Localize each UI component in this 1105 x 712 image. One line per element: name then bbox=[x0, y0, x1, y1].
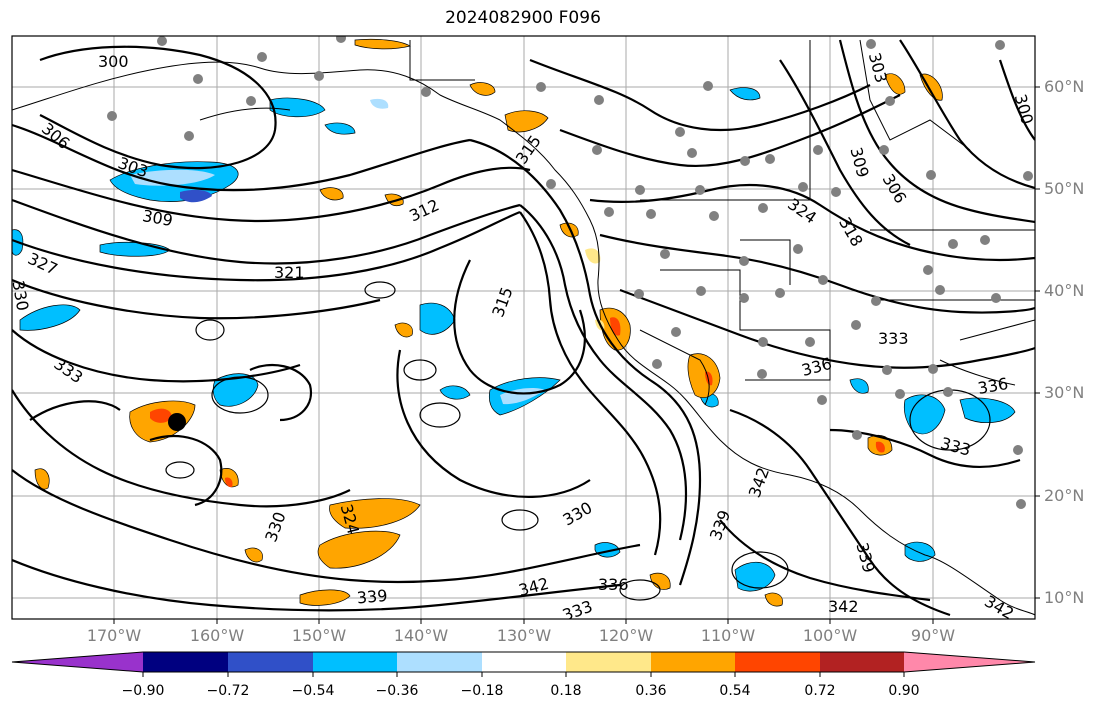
lon-label: 140°W bbox=[393, 626, 449, 645]
lon-label: 150°W bbox=[291, 626, 347, 645]
lon-label: 170°W bbox=[86, 626, 142, 645]
lat-label: 40°N bbox=[1044, 281, 1085, 300]
lat-label: 50°N bbox=[1044, 179, 1085, 198]
lon-label: 90°W bbox=[910, 626, 956, 645]
theta-contours bbox=[12, 39, 1035, 617]
axis-ticks bbox=[113, 86, 1040, 624]
colorbar-cell bbox=[820, 652, 904, 672]
lat-label: 20°N bbox=[1044, 486, 1085, 505]
colorbar-tick-label: −0.36 bbox=[375, 683, 419, 699]
colorbar-cell bbox=[143, 652, 228, 672]
colorbar-cell bbox=[566, 652, 651, 672]
colorbar-cell bbox=[228, 652, 313, 672]
colorbar-tick-label: 0.72 bbox=[804, 683, 836, 699]
contour-label: 339 bbox=[356, 586, 388, 608]
colorbar-tick-label: 0.54 bbox=[719, 683, 751, 699]
lat-label: 60°N bbox=[1044, 77, 1085, 96]
colorbar-cell bbox=[397, 652, 482, 672]
colorbar-tick-label: 0.36 bbox=[635, 683, 667, 699]
contour-label: 321 bbox=[274, 263, 305, 282]
strong-negative-core bbox=[180, 189, 212, 203]
lon-label: 120°W bbox=[598, 626, 654, 645]
station-dots bbox=[107, 36, 1033, 509]
colorbar-cell bbox=[651, 652, 735, 672]
contour-label: 333 bbox=[878, 329, 909, 348]
map-title: 2024082900 F096 bbox=[445, 8, 601, 28]
colorbar-cell bbox=[12, 652, 143, 672]
lon-label: 110°W bbox=[700, 626, 756, 645]
lat-label: 10°N bbox=[1044, 588, 1085, 607]
contour-label: 300 bbox=[98, 52, 129, 71]
colorbar-cell bbox=[313, 652, 397, 672]
location-marker bbox=[168, 413, 186, 431]
colorbar-tick-label: 0.90 bbox=[888, 683, 920, 699]
colorbar-tick-label: −0.54 bbox=[291, 683, 335, 699]
colorbar-cell bbox=[482, 652, 566, 672]
colorbar bbox=[11, 651, 1036, 677]
colorbar-tick-label: −0.90 bbox=[121, 683, 165, 699]
lat-label: 30°N bbox=[1044, 383, 1085, 402]
colorbar-cell bbox=[904, 652, 1035, 672]
colorbar-tick-label: −0.72 bbox=[206, 683, 250, 699]
contour-label: 330 bbox=[8, 279, 32, 312]
colorbar-tick-label: −0.18 bbox=[460, 683, 504, 699]
lon-label: 100°W bbox=[802, 626, 858, 645]
colorbar-tick-label: 0.18 bbox=[550, 683, 582, 699]
contour-label: 336 bbox=[598, 575, 629, 594]
contour-label: 342 bbox=[828, 597, 859, 616]
lon-label: 130°W bbox=[496, 626, 552, 645]
colorbar-cell bbox=[735, 652, 820, 672]
lon-label: 160°W bbox=[189, 626, 245, 645]
